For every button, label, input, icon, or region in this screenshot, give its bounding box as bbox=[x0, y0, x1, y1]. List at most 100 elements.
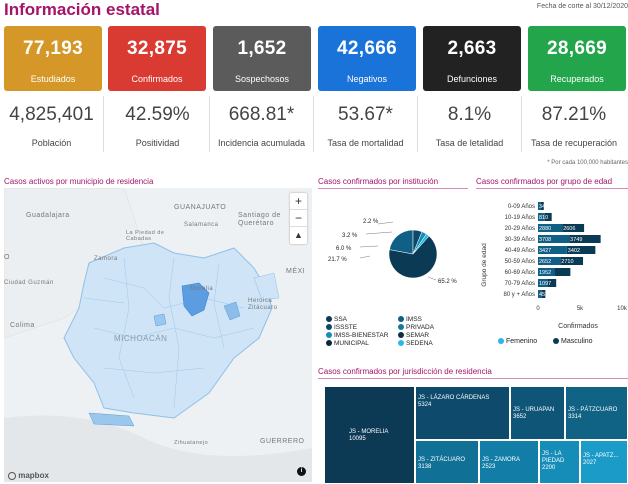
pie-label-imss: 21.7 % bbox=[328, 257, 347, 263]
age-bar-femenino bbox=[538, 224, 563, 232]
age-bar-femenino bbox=[538, 257, 561, 265]
inst-legend-label: SSA bbox=[334, 316, 348, 323]
legend-femenino-label: Femenino bbox=[506, 338, 538, 345]
age-data-label: 457 bbox=[539, 292, 548, 298]
compass-button[interactable]: ▲ bbox=[294, 230, 303, 240]
age-xtick: 5k bbox=[577, 306, 584, 312]
card-label: Sospechosos bbox=[234, 74, 290, 84]
map-label-colima: Colima bbox=[10, 322, 35, 329]
map-label-guadalajara: Guadalajara bbox=[26, 212, 70, 219]
stat-label: Incidencia acumulada bbox=[217, 138, 306, 148]
treemap-value: 2200 bbox=[542, 465, 556, 471]
age-bar-masculino bbox=[562, 224, 585, 232]
inst-title: Casos confirmados por institución bbox=[318, 177, 468, 189]
age-title: Casos confirmados por grupo de edad bbox=[476, 177, 628, 189]
age-data-label: 810 bbox=[539, 215, 548, 221]
card-label: Negativos bbox=[346, 74, 388, 84]
treemap-name: JS - ZAMORA bbox=[482, 457, 521, 463]
inst-legend-item: ISSSTE bbox=[326, 324, 357, 331]
stat-label: Tasa de recuperación bbox=[530, 138, 618, 148]
age-data-label: 2710 bbox=[561, 259, 573, 265]
card-sospechosos: 1,652 Sospechosos bbox=[213, 26, 311, 91]
cutoff-date: Fecha de corte al 30/12/2020 bbox=[536, 3, 628, 10]
treemap-cell-lapiedad[interactable]: JS - LA PIEDAD 2200 bbox=[539, 440, 580, 484]
treemap-cell-morelia[interactable]: JS - MORELIA 10095 bbox=[324, 386, 415, 484]
legend-dot-icon bbox=[326, 340, 332, 347]
legend-dot-icon bbox=[326, 332, 332, 339]
card-value: 28,669 bbox=[547, 38, 607, 59]
pie-label-issste: 6.0 % bbox=[336, 246, 352, 252]
age-bar-femenino bbox=[538, 290, 542, 298]
inst-legend-item: SSA bbox=[326, 316, 347, 323]
inst-legend-label: IMSS-BIENESTAR bbox=[334, 332, 389, 339]
pie-slice-sedena bbox=[412, 233, 430, 255]
pie-slice-ssa bbox=[388, 235, 438, 279]
age-data-label: 2652 bbox=[539, 259, 551, 265]
age-data-label: 3427 bbox=[539, 248, 551, 254]
treemap-cell-apatzingan[interactable]: JS - APATZ... 2027 bbox=[580, 440, 628, 484]
age-data-label: 3749 bbox=[570, 237, 582, 243]
zoom-out-button[interactable]: − bbox=[290, 210, 307, 227]
stat-label: Tasa de mortalidad bbox=[327, 138, 404, 148]
card-defunciones: 2,663 Defunciones bbox=[423, 26, 521, 91]
stat-value: 42.59% bbox=[125, 104, 190, 125]
age-bar-masculino bbox=[560, 257, 584, 265]
mapbox-label: mapbox bbox=[18, 471, 49, 480]
inst-legend-label: IMSS bbox=[406, 316, 422, 323]
map-zoom-control[interactable]: + − ▲ bbox=[290, 193, 307, 244]
juris-title: Casos confirmados por jurisdicción de re… bbox=[318, 367, 628, 379]
treemap-value: 3138 bbox=[418, 464, 432, 470]
age-bar-masculino bbox=[544, 213, 552, 221]
stat-mortalidad: 53.67* Tasa de mortalidad bbox=[314, 96, 418, 152]
inst-legend-item: IMSS-BIENESTAR bbox=[326, 332, 388, 339]
map-label-lapiedad: La Piedad de Cabadas bbox=[126, 230, 165, 242]
legend-dot-icon bbox=[398, 324, 404, 331]
zoom-in-button[interactable]: + bbox=[290, 193, 307, 210]
age-bar-masculino bbox=[540, 202, 544, 210]
mapbox-logo[interactable]: mapbox bbox=[8, 471, 49, 480]
legend-masculino-icon bbox=[553, 338, 560, 345]
treemap-cell-zitacuaro[interactable]: JS - ZITÁCUARO 3138 bbox=[415, 440, 479, 484]
treemap-value: 10095 bbox=[349, 436, 366, 442]
age-ylabel: Grupo de edad bbox=[481, 243, 488, 287]
age-tick-label: 10-19 Años bbox=[505, 215, 535, 221]
treemap-cell-uruapan[interactable]: JS - URUAPAN 3652 bbox=[510, 386, 565, 440]
treemap-name: JS - ZITÁCUARO bbox=[418, 457, 466, 463]
card-label: Confirmados bbox=[131, 74, 183, 84]
age-bar-femenino bbox=[538, 268, 555, 276]
pie-slice-imss bbox=[389, 229, 414, 255]
inst-legend-item: SEDENA bbox=[398, 340, 433, 347]
legend-dot-icon bbox=[326, 324, 332, 331]
age-tick-label: 30-39 Años bbox=[505, 237, 535, 243]
map-label-guerrero: GUERRERO bbox=[260, 438, 305, 445]
age-bar-femenino bbox=[538, 235, 570, 243]
age-tick-label: 60-69 Años bbox=[505, 270, 535, 276]
stat-letalidad: 8.1% Tasa de letalidad bbox=[418, 96, 522, 152]
inst-legend-item: PRIVADA bbox=[398, 324, 434, 331]
map-label-michoacan: MICHOACÁN bbox=[114, 334, 168, 343]
age-data-label: 2606 bbox=[563, 226, 575, 232]
stat-incidencia: 668.81* Incidencia acumulada bbox=[210, 96, 314, 152]
age-bar-masculino bbox=[566, 246, 596, 254]
inst-legend-label: PRIVADA bbox=[406, 324, 435, 331]
card-recuperados: 28,669 Recuperados bbox=[528, 26, 626, 91]
map-label-zihuatanejo: Zihuatanejo bbox=[174, 440, 209, 446]
age-xlabel: Confirmados bbox=[558, 323, 598, 330]
stat-value: 53.67* bbox=[338, 104, 393, 125]
treemap-cell-zamora[interactable]: JS - ZAMORA 2523 bbox=[479, 440, 539, 484]
age-xtick: 10k bbox=[617, 306, 628, 312]
treemap-cell-lazaro[interactable]: JS - LÁZARO CÁRDENAS 5324 bbox=[415, 386, 510, 440]
map-label-mexico: MÉXI bbox=[286, 268, 306, 275]
treemap-cell-patzcuaro[interactable]: JS - PÁTZCUARO 3314 bbox=[565, 386, 628, 440]
map-label-zitacuaro: Heroica Zitácuaro bbox=[248, 298, 278, 311]
info-icon[interactable]: i bbox=[297, 467, 306, 476]
map-panel[interactable]: GUANAJUATO Guadalajara Salamanca Santiag… bbox=[4, 188, 312, 482]
age-bar-masculino bbox=[547, 279, 557, 287]
legend-dot-icon bbox=[398, 316, 404, 323]
map-canvas[interactable] bbox=[4, 188, 312, 482]
legend-femenino-icon bbox=[498, 338, 504, 345]
stat-label: Tasa de letalidad bbox=[435, 138, 504, 148]
age-tick-label: 80 y + Años bbox=[503, 292, 535, 298]
age-bar-femenino bbox=[538, 213, 545, 221]
age-bar-chart: Grupo de edad Confirmados 0-09 Años 349 10… bbox=[481, 202, 628, 330]
